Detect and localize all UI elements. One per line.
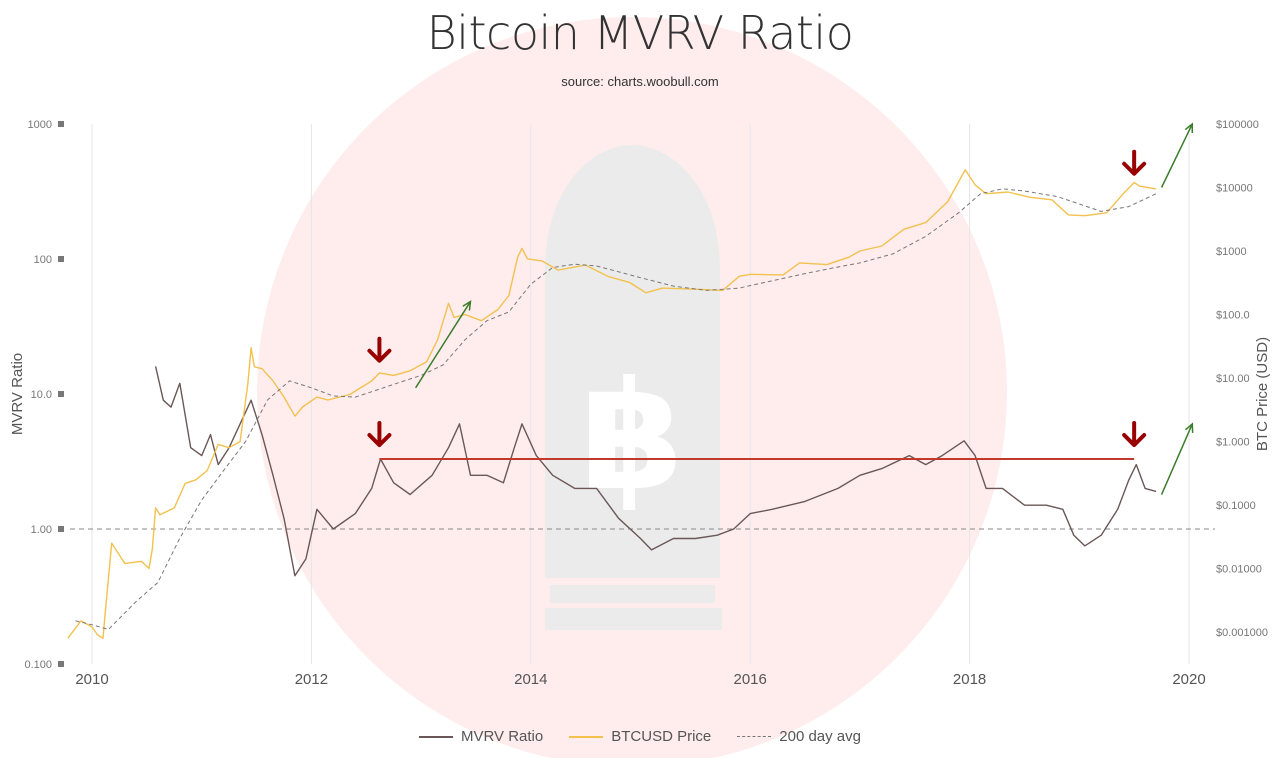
- left-tick-marker: [58, 121, 64, 127]
- right-tick-label: $100.0: [1216, 310, 1250, 322]
- watermark: ฿: [257, 17, 1007, 758]
- series-group: [67, 169, 1157, 639]
- right-axis-title: BTC Price (USD): [1254, 337, 1271, 451]
- legend-item-mvrv[interactable]: MVRV Ratio: [418, 728, 544, 745]
- down-arrow-icon: [1122, 421, 1147, 448]
- up-right-arrow-head: [1184, 122, 1194, 134]
- up-right-arrow-icon: [1160, 422, 1194, 495]
- series-btcusd-price: [67, 169, 1157, 639]
- down-arrow-icon: [367, 336, 392, 363]
- watermark-bullet-band: [550, 585, 715, 603]
- watermark-bullet-base: [545, 608, 722, 630]
- x-tick-label: 2016: [734, 671, 767, 688]
- chart-title: Bitcoin MVRV Ratio: [426, 6, 854, 60]
- left-tick-label: 1000: [28, 119, 52, 131]
- left-tick-marker: [58, 391, 64, 397]
- down-arrow-head: [367, 348, 392, 363]
- right-tick-label: $0.001000: [1216, 627, 1268, 639]
- watermark-bitcoin-icon: ฿: [580, 350, 684, 524]
- series-mvrv-ratio: [154, 366, 1157, 577]
- legend-label-btcusd: BTCUSD Price: [611, 728, 712, 745]
- x-tick-label: 2010: [75, 671, 108, 688]
- up-right-arrow-shaft: [1160, 423, 1193, 495]
- legend-item-200day[interactable]: 200 day avg: [737, 728, 861, 745]
- down-arrow-head: [367, 433, 392, 448]
- right-tick-label: $1.000: [1216, 437, 1250, 449]
- x-tick-label: 2014: [514, 671, 547, 688]
- right-tick-label: $100000: [1216, 119, 1259, 131]
- right-tick-label: $10.00: [1216, 373, 1250, 385]
- up-right-arrow-shaft: [414, 301, 472, 389]
- left-tick-label: 10.0: [31, 389, 52, 401]
- right-tick-label: $0.01000: [1216, 564, 1262, 576]
- legend-label-mvrv: MVRV Ratio: [460, 728, 544, 745]
- watermark-bullet-shape: [545, 145, 720, 578]
- up-right-arrow-icon: [1160, 122, 1194, 188]
- x-tick-label: 2020: [1172, 671, 1205, 688]
- x-tick-label: 2012: [295, 671, 328, 688]
- gridlines: [70, 124, 1215, 664]
- annotations: [367, 122, 1194, 495]
- left-tick-marker: [58, 256, 64, 262]
- down-arrow-head: [1122, 433, 1147, 448]
- axes: 2010 2012 2014 2016 2018 2020 0.100 1.00 10.0 100…: [9, 119, 1271, 688]
- chart-subtitle: source: charts.woobull.com: [561, 74, 719, 89]
- series-200-day-avg: [75, 188, 1157, 630]
- legend-item-btcusd[interactable]: BTCUSD Price: [569, 728, 711, 745]
- left-tick-label: 1.00: [31, 524, 52, 536]
- left-tick-marker: [58, 526, 64, 532]
- up-right-arrow-head: [462, 300, 472, 311]
- x-tick-label: 2018: [953, 671, 986, 688]
- legend-swatch-mvrv: [418, 735, 453, 738]
- legend-swatch-200day: [737, 736, 772, 737]
- legend-label-200day: 200 day avg: [779, 728, 861, 745]
- legend: MVRV Ratio BTCUSD Price 200 day avg: [0, 728, 1280, 745]
- legend-swatch-btcusd: [569, 735, 604, 738]
- down-arrow-head: [1122, 161, 1147, 176]
- right-tick-label: $10000: [1216, 183, 1253, 195]
- left-tick-marker: [58, 661, 64, 667]
- left-tick-label: 100: [34, 254, 52, 266]
- right-tick-label: $1000: [1216, 246, 1247, 258]
- left-axis-title: MVRV Ratio: [9, 353, 26, 435]
- up-right-arrow-icon: [414, 300, 472, 389]
- down-arrow-icon: [367, 421, 392, 448]
- right-tick-label: $0.1000: [1216, 500, 1256, 512]
- up-right-arrow-head: [1184, 422, 1194, 433]
- up-right-arrow-shaft: [1160, 123, 1193, 188]
- down-arrow-icon: [1122, 149, 1147, 176]
- left-tick-label: 0.100: [24, 659, 52, 671]
